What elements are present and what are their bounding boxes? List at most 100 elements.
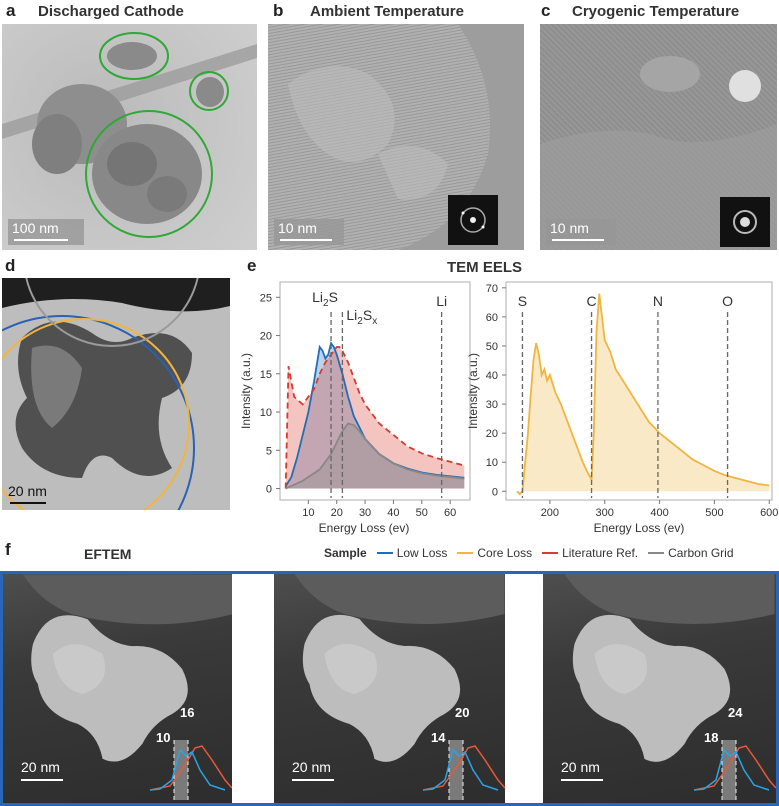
eftem-window-high-label-3: 24: [728, 705, 743, 720]
scale-bar-b: [280, 239, 332, 241]
panel-title-e: TEM EELS: [447, 259, 523, 276]
legend-label-literature-ref: Literature Ref.: [562, 546, 639, 560]
legend-swatch-literature-ref: [542, 552, 559, 554]
annotation-label-3: O: [722, 293, 733, 309]
stem-image-particle: 20 nm: [2, 278, 230, 510]
eels-core-loss-chart: S C N O 200 300 400 500 600 0 10 20 30 40 50 60 70 Ener…: [466, 281, 778, 535]
legend-label-low-loss: Low Loss: [396, 546, 448, 560]
panel-title-c: Cryogenic Temperature: [572, 3, 740, 20]
panel-title-f: EFTEM: [84, 546, 132, 562]
scale-bar-a: [14, 239, 68, 241]
x-tick-label-1: 20: [331, 507, 343, 519]
carbon-grid-line: [285, 422, 465, 490]
panel-label-e: e: [247, 256, 257, 275]
literature-ref-line: [284, 346, 465, 489]
y-tick-label-1: 10: [486, 457, 498, 469]
legend-swatch-low-loss: [376, 552, 393, 554]
eftem-scale-label-2: 20 nm: [292, 759, 331, 775]
eftem-window-high-label-1: 16: [180, 705, 195, 720]
eftem-low-loss-curve-3: [694, 748, 770, 791]
tem-image-cryogenic: 10 nm: [540, 24, 777, 250]
x-tick-label-0: 200: [541, 507, 559, 519]
y-tick-label-1: 5: [266, 445, 272, 457]
y-tick-label-3: 30: [486, 399, 498, 411]
legend-swatch-carbon-grid: [648, 552, 665, 554]
scale-label-b: 10 nm: [278, 220, 317, 236]
annotation-label-2: N: [653, 293, 663, 309]
eftem-image-3: 20 nm 18 24: [543, 574, 776, 803]
y-tick-label-6: 60: [486, 312, 498, 324]
eftem-window-high-label-2: 20: [455, 705, 470, 720]
scale-label-a: 100 nm: [12, 220, 59, 236]
low-loss-y-label: Intensity (a.u.): [240, 353, 253, 429]
eftem-literature-curve-2: [423, 745, 505, 791]
eftem-scale-label-3: 20 nm: [561, 759, 600, 775]
scale-bar-c: [552, 239, 604, 241]
eftem-mini-spectrum-2: [423, 740, 505, 800]
x-tick-label-4: 50: [416, 507, 428, 519]
eels-low-loss-chart: Li2S Li2Sx Li 10 20 30 40 50 60 0 5 10 15 20 25 Energ…: [240, 281, 471, 535]
panel-title-a: Discharged Cathode: [38, 3, 184, 20]
core-loss-y-label: Intensity (a.u.): [466, 353, 480, 429]
x-tick-label-4: 600: [760, 507, 778, 519]
panel-label-f: f: [5, 540, 11, 559]
scale-label-c: 10 nm: [550, 220, 589, 236]
core-loss-area: [516, 293, 770, 495]
y-tick-label-2: 10: [260, 407, 272, 419]
y-tick-label-5: 50: [486, 341, 498, 353]
eftem-low-loss-curve-2: [423, 748, 499, 791]
core-loss-plot-frame: [505, 281, 773, 501]
fft-pattern-ambient: [460, 207, 486, 233]
eftem-scale-bar-3: [561, 779, 603, 781]
fft-pattern-cryogenic: [733, 210, 757, 234]
legend-label-core-loss: Core Loss: [477, 546, 533, 560]
core-loss-x-label: Energy Loss (ev): [594, 521, 685, 535]
particle-drawing: [2, 278, 230, 510]
tem-image-ambient: 10 nm: [268, 24, 524, 250]
x-tick-label-2: 400: [650, 507, 668, 519]
panel-label-b: b: [273, 1, 284, 20]
eftem-scale-label-1: 20 nm: [21, 759, 60, 775]
panel-label-a: a: [6, 1, 16, 20]
eftem-low-loss-curve-1: [150, 748, 226, 791]
eftem-scale-bar-1: [21, 779, 63, 781]
legend-label-carbon-grid: Carbon Grid: [668, 546, 734, 560]
fft-inset-ambient: [448, 195, 498, 245]
y-tick-label-2: 20: [486, 428, 498, 440]
y-tick-label-4: 20: [260, 331, 272, 343]
eftem-window-low-label-3: 18: [704, 730, 719, 745]
eftem-scale-bar-2: [292, 779, 334, 781]
eftem-mini-spectrum-1: [150, 740, 232, 800]
eftem-literature-curve-1: [150, 745, 232, 791]
cryogenic-drawing: [540, 56, 777, 250]
legend-swatch-core-loss: [457, 552, 474, 554]
low-loss-area: [285, 343, 465, 489]
ambient-drawing: [288, 24, 524, 250]
eftem-particle-1: [22, 574, 232, 762]
panel-label-c: c: [541, 1, 551, 20]
eftem-window-low-label-1: 10: [156, 730, 171, 745]
legend-item-literature-ref: Literature Ref.: [542, 546, 638, 560]
legend-item-low-loss: Low Loss: [376, 546, 448, 560]
x-tick-label-0: 10: [302, 507, 314, 519]
annotation-label-0: Li2S: [312, 289, 338, 309]
tem-image-discharged-cathode: 100 nm: [2, 24, 257, 250]
eftem-image-1: 20 nm 10 16: [3, 574, 232, 803]
y-tick-label-3: 15: [260, 369, 272, 381]
eftem-particle-3: [564, 574, 775, 762]
discharged-cathode-drawing: [2, 32, 257, 238]
eftem-particle-2: [294, 574, 505, 762]
panel-label-d: d: [5, 256, 16, 275]
x-tick-label-3: 500: [705, 507, 723, 519]
y-tick-label-0: 0: [266, 484, 272, 496]
core-loss-line: [516, 293, 770, 496]
annotation-label-1: Li2Sx: [346, 307, 377, 327]
energy-window-2: [449, 740, 463, 800]
annotation-label-1: C: [586, 293, 596, 309]
eftem-mini-spectrum-3: [694, 740, 776, 800]
energy-window-3: [722, 740, 736, 800]
x-tick-label-5: 60: [444, 507, 456, 519]
y-tick-label-5: 25: [260, 292, 272, 304]
scale-bar-d: [10, 502, 46, 504]
x-tick-label-2: 30: [359, 507, 371, 519]
